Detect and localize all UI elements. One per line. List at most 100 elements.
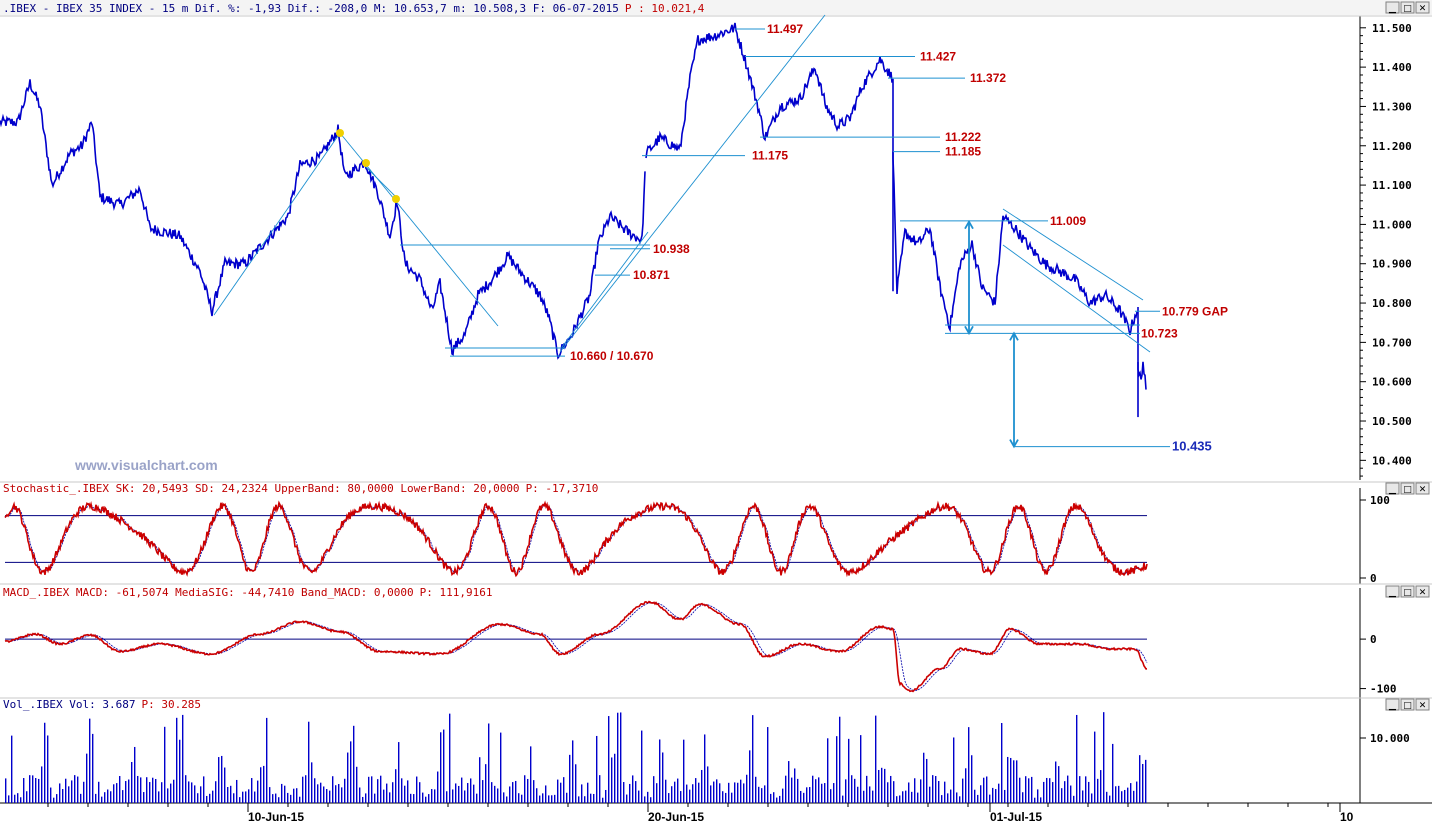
volume-bar: [725, 792, 727, 803]
minimize-button[interactable]: ▁: [1385, 482, 1400, 495]
close-button[interactable]: ✕: [1415, 482, 1430, 495]
volume-bar: [395, 769, 397, 803]
volume-bar: [1073, 795, 1075, 803]
volume-bar: [1127, 787, 1129, 803]
volume-bar: [146, 777, 148, 803]
volume-bar: [1115, 786, 1117, 803]
volume-bar: [998, 783, 1000, 803]
y-tick-label: 10.600: [1372, 376, 1412, 389]
volume-bar: [482, 780, 484, 803]
level-label: 11.185: [945, 145, 981, 159]
minimize-button[interactable]: ▁: [1385, 585, 1400, 598]
volume-bar: [851, 775, 853, 803]
volume-bar: [896, 796, 898, 803]
volume-bar: [308, 721, 310, 803]
volume-bar: [485, 764, 487, 803]
volume-bar: [155, 778, 157, 803]
indicator-header: .IBEX - IBEX 35 INDEX - 15 m Dif. %: -1,…: [3, 2, 705, 15]
volume-bar: [32, 775, 34, 803]
volume-bar: [536, 788, 538, 803]
volume-bar: [1118, 785, 1120, 803]
volume-bar: [98, 781, 100, 803]
volume-bar: [827, 738, 829, 803]
volume-bar: [1094, 731, 1096, 803]
volume-bar: [194, 785, 196, 803]
volume-bar: [920, 779, 922, 803]
close-button[interactable]: ✕: [1415, 698, 1430, 711]
indicator-header: MACD_.IBEX MACD: -61,5074 MediaSIG: -44,…: [3, 586, 492, 599]
y-tick-label: -100: [1370, 683, 1397, 696]
volume-bar: [8, 795, 10, 803]
svg-text:✕: ✕: [1419, 4, 1427, 14]
volume-bar: [149, 782, 151, 803]
volume-bar: [197, 793, 199, 803]
volume-bar: [374, 793, 376, 803]
volume-bar: [545, 785, 547, 803]
volume-bar: [857, 786, 859, 803]
volume-bar: [911, 791, 913, 803]
volume-bar: [101, 796, 103, 803]
volume-bar: [167, 788, 169, 803]
volume-bar: [884, 768, 886, 803]
volume-bar: [905, 790, 907, 803]
volume-bar: [665, 779, 667, 803]
volume-bar: [590, 793, 592, 803]
volume-bar: [830, 789, 832, 803]
volume-bar: [161, 782, 163, 803]
volume-bar: [698, 782, 700, 803]
volume-bar: [1037, 789, 1039, 803]
volume-bar: [326, 789, 328, 803]
volume-bar: [977, 794, 979, 803]
volume-bar: [572, 740, 574, 803]
volume-bar: [515, 780, 517, 803]
volume-bar: [749, 750, 751, 803]
volume-bar: [695, 778, 697, 803]
volume-bar: [1031, 776, 1033, 803]
volume-bar: [932, 775, 934, 803]
volume-bar: [1145, 759, 1147, 803]
minimize-button[interactable]: ▁: [1385, 1, 1400, 14]
svg-text:□: □: [1403, 4, 1412, 14]
y-tick-label: 10.800: [1372, 297, 1412, 310]
volume-bar: [674, 781, 676, 803]
volume-bar: [1019, 777, 1021, 803]
volume-bar: [791, 777, 793, 803]
volume-bar: [713, 781, 715, 803]
close-button[interactable]: ✕: [1415, 1, 1430, 14]
close-button[interactable]: ✕: [1415, 585, 1430, 598]
volume-bar: [638, 790, 640, 803]
maximize-button[interactable]: □: [1400, 698, 1415, 711]
volume-bar: [842, 795, 844, 803]
volume-bar: [863, 790, 865, 803]
volume-bar: [359, 787, 361, 803]
volume-bar: [35, 778, 37, 803]
volume-bar: [428, 794, 430, 803]
volume-bar: [758, 786, 760, 803]
y-tick-label: 11.500: [1372, 22, 1412, 35]
volume-bar: [218, 757, 220, 803]
volume-bar: [737, 782, 739, 803]
level-label: 11.175: [752, 149, 788, 163]
volume-bar: [62, 789, 64, 803]
volume-bar: [653, 776, 655, 803]
volume-bar: [755, 776, 757, 803]
volume-bar: [812, 775, 814, 803]
volume-bar: [893, 781, 895, 803]
volume-bar: [719, 783, 721, 803]
y-tick-label: 11.100: [1372, 179, 1412, 192]
volume-bar: [281, 783, 283, 803]
volume-bar: [1049, 778, 1051, 803]
volume-bar: [578, 796, 580, 803]
volume-bar: [188, 781, 190, 803]
maximize-button[interactable]: □: [1400, 1, 1415, 14]
volume-bar: [89, 718, 91, 803]
volume-bar: [869, 786, 871, 803]
minimize-button[interactable]: ▁: [1385, 698, 1400, 711]
volume-bar: [734, 782, 736, 803]
volume-bar: [461, 777, 463, 803]
maximize-button[interactable]: □: [1400, 482, 1415, 495]
volume-bar: [821, 783, 823, 803]
volume-bar: [293, 788, 295, 803]
maximize-button[interactable]: □: [1400, 585, 1415, 598]
svg-text:▁: ▁: [1388, 4, 1397, 14]
